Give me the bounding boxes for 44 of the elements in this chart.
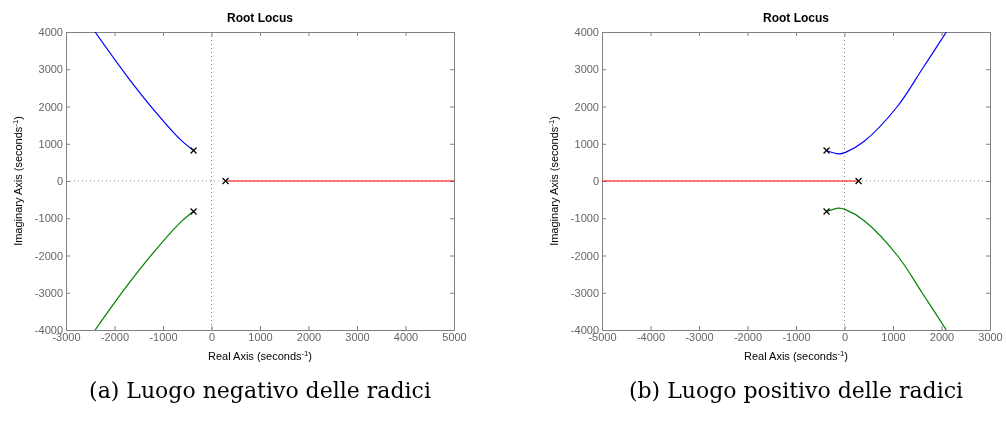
x-axis-title: Real Axis (seconds$^{-1}$) bbox=[743, 348, 849, 362]
x-tick-label: 3000 bbox=[345, 330, 370, 343]
x-tick-label: 0 bbox=[841, 330, 849, 343]
y-tick-label: 0 bbox=[592, 175, 599, 188]
x-tick-label: 4000 bbox=[393, 330, 419, 343]
y-tick-label: 3000 bbox=[574, 63, 599, 76]
y-tick-label: 2000 bbox=[574, 100, 599, 113]
point bbox=[854, 177, 863, 185]
y-tick-label: -1000 bbox=[34, 212, 63, 225]
x-tick-label: 2000 bbox=[296, 330, 322, 343]
x-tick-label: 0 bbox=[208, 330, 216, 343]
x-axis-title: Real Axis (seconds$^{-1}$) bbox=[207, 348, 313, 362]
y-tick-label: 3000 bbox=[38, 63, 63, 76]
x-tick-label: 5000 bbox=[442, 330, 467, 343]
line-series bbox=[94, 32, 195, 152]
y-tick-label: 0 bbox=[56, 175, 63, 188]
y-tick-label: 4000 bbox=[38, 26, 63, 39]
y-tick-label: -2000 bbox=[34, 249, 63, 262]
x-tick-label: -2000 bbox=[100, 330, 130, 343]
x-tick-label: 2000 bbox=[929, 330, 955, 343]
x-tick-label: 1000 bbox=[881, 330, 906, 343]
x-tick-label: -1000 bbox=[782, 330, 811, 343]
x-tick-label: 1000 bbox=[248, 330, 273, 343]
y-tick-label: 2000 bbox=[38, 100, 63, 113]
x-tick-label: -3000 bbox=[685, 330, 714, 343]
y-tick-label: -3000 bbox=[570, 286, 599, 299]
line-series bbox=[825, 32, 947, 155]
line-series bbox=[825, 207, 947, 330]
point bbox=[221, 177, 230, 185]
text: (b) Luogo positivo delle radici bbox=[628, 378, 964, 403]
y-tick-label: 1000 bbox=[38, 137, 63, 150]
x-tick-label: -1000 bbox=[149, 330, 178, 343]
y-tick-label: -3000 bbox=[34, 286, 63, 299]
text: (a) Luogo negativo delle radici bbox=[89, 378, 431, 403]
y-tick-label: -2000 bbox=[570, 249, 599, 262]
line-series bbox=[94, 210, 195, 330]
chart-title: Root Locus bbox=[763, 11, 830, 25]
chart-title: Root Locus bbox=[227, 11, 294, 25]
y-tick-label: 1000 bbox=[574, 137, 599, 150]
x-tick-label: 3000 bbox=[978, 330, 1003, 343]
y-tick-label: -1000 bbox=[570, 212, 599, 225]
x-tick-label: -2000 bbox=[733, 330, 763, 343]
y-tick-label: 4000 bbox=[574, 26, 599, 39]
x-tick-label: -4000 bbox=[636, 330, 666, 343]
